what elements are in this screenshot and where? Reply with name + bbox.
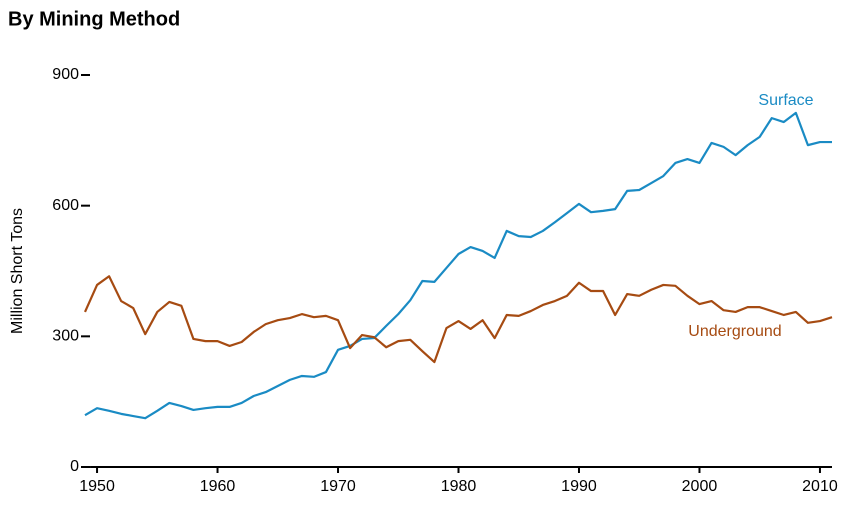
x-tick-label: 1960 (200, 478, 236, 495)
line (83, 275, 833, 364)
line (84, 111, 832, 420)
series-label: Surface (758, 92, 813, 109)
x-tick-label: 1950 (79, 478, 115, 495)
y-axis-label: Million Short Tons (9, 208, 26, 334)
x-tick-label: 1990 (561, 478, 597, 495)
x-tick-label: 1980 (441, 478, 477, 495)
x-tick-label: 1970 (320, 478, 356, 495)
chart-title: By Mining Method (8, 8, 180, 30)
x-tick-label: 2000 (682, 478, 718, 495)
series-label: Underground (688, 323, 781, 340)
y-tick-label: 900 (52, 66, 79, 83)
y-tick-label: 0 (70, 458, 79, 475)
x-tick-label: 2010 (802, 478, 838, 495)
y-tick-label: 300 (52, 328, 79, 345)
y-tick-label: 600 (52, 197, 79, 214)
